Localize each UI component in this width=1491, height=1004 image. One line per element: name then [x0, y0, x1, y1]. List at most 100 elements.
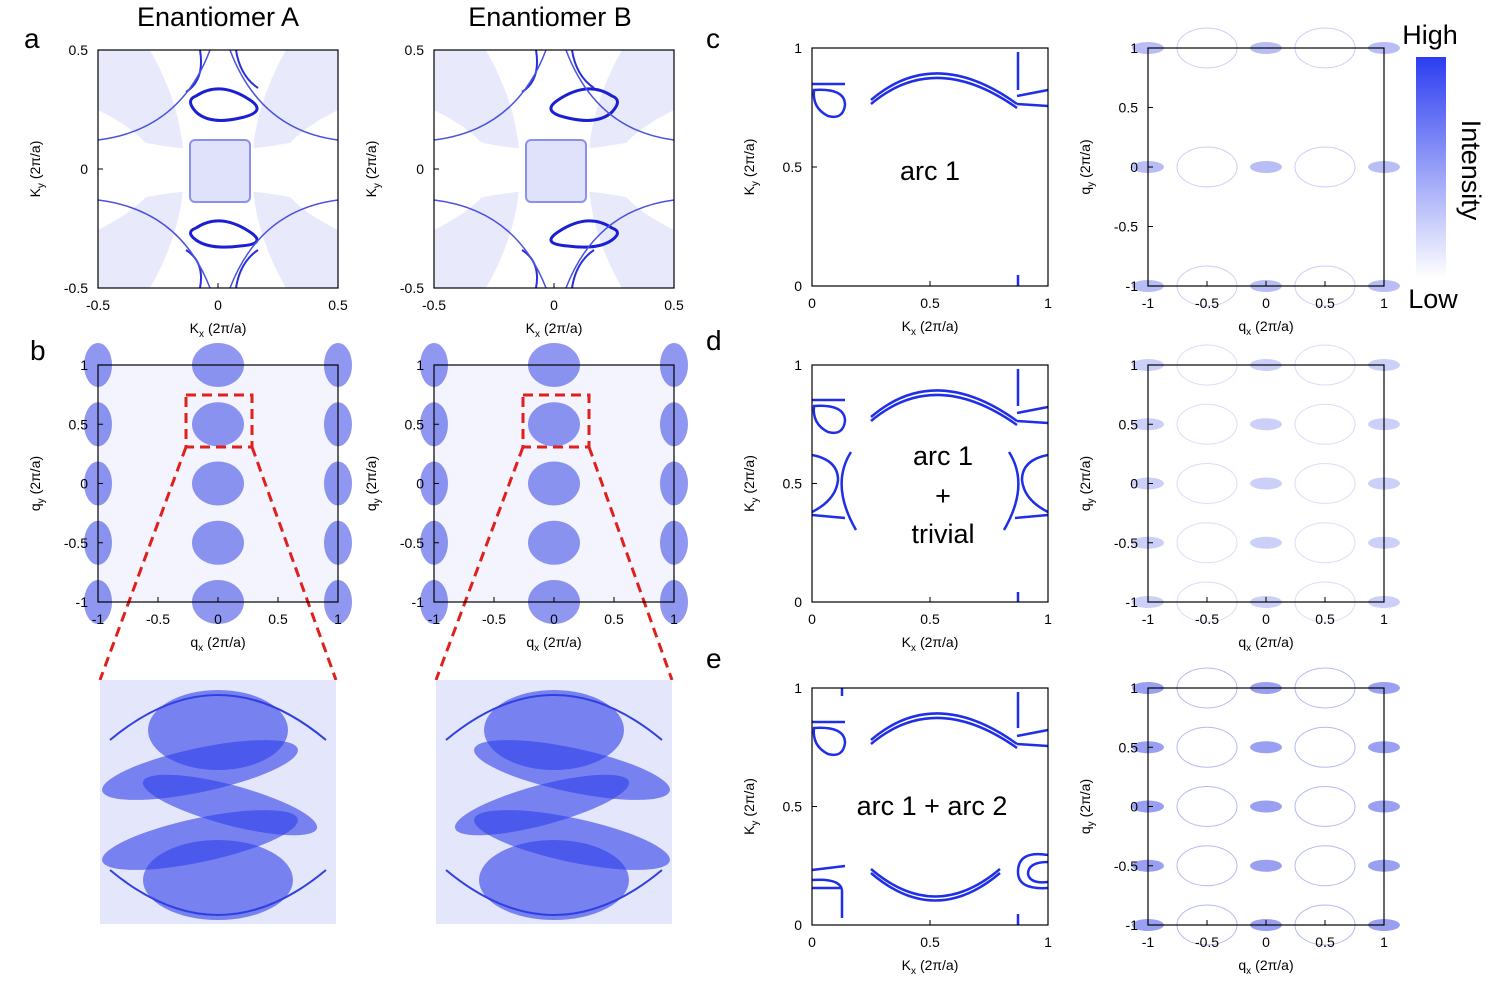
xlabel-sub: x [911, 327, 916, 338]
ylabel: qy (2π/a) [363, 456, 383, 511]
x-tick-label: -1 [1142, 295, 1155, 311]
xlabel: qx (2π/a) [1238, 957, 1293, 977]
ring [1294, 845, 1356, 887]
decoration [870, 712, 1049, 750]
qpi-map [84, 343, 688, 624]
decoration [521, 393, 591, 449]
x-tick-label: 0 [808, 295, 816, 311]
ylabel: Ky (2π/a) [741, 778, 761, 835]
annotation: trivial [911, 519, 974, 549]
xlabel-var: K [902, 318, 912, 334]
decoration [1016, 852, 1049, 890]
ylabel-var: K [741, 185, 757, 195]
decoration [189, 139, 251, 203]
ylabel-var: K [741, 825, 757, 835]
y-tick-label: -0.5 [400, 280, 424, 296]
x-tick-label: 0.5 [604, 611, 624, 627]
x-tick-label: 0.5 [328, 297, 348, 313]
xlabel-sub: x [198, 643, 203, 654]
decoration [812, 398, 847, 435]
blob [192, 402, 244, 447]
xlabel-sub: x [199, 329, 204, 340]
decoration [811, 864, 846, 918]
decoration [184, 393, 254, 449]
x-tick-label: 1 [670, 611, 678, 627]
ylabel-sub: y [750, 181, 761, 186]
xlabel-unit: (2π/a) [920, 634, 958, 650]
decoration [143, 840, 293, 920]
ylabel-sub: y [1086, 498, 1097, 503]
blob [192, 520, 244, 565]
ylabel-sub: y [1086, 821, 1097, 826]
decoration [479, 840, 629, 920]
x-tick-label: -1 [1142, 611, 1155, 627]
ylabel-unit: (2π/a) [363, 456, 379, 494]
y-tick-label: 0 [1130, 799, 1138, 815]
decoration [811, 451, 858, 531]
x-tick-label: -0.5 [146, 611, 170, 627]
decoration [189, 87, 259, 122]
ylabel: Ky (2π/a) [741, 139, 761, 196]
y-tick-label: 1 [794, 680, 802, 696]
ring [1294, 726, 1356, 768]
x-tick-label: 1 [1044, 295, 1052, 311]
ring [1176, 463, 1238, 504]
title: Enantiomer B [468, 2, 632, 32]
xlabel-unit: (2π/a) [920, 957, 958, 973]
spectral-map [434, 50, 674, 288]
xlabel-var: K [190, 320, 200, 336]
annotation: + [935, 481, 951, 511]
ring [1176, 146, 1238, 188]
y-tick-label: 0.5 [783, 476, 803, 492]
xlabel-unit: (2π/a) [1255, 318, 1293, 334]
xlabel: qx (2π/a) [1238, 634, 1293, 654]
blob [1250, 859, 1282, 872]
colorbar [1416, 57, 1446, 278]
x-tick-label: -0.5 [1195, 934, 1219, 950]
ylabel-var: q [27, 503, 43, 511]
ylabel-unit: (2π/a) [741, 139, 757, 177]
y-tick-label: 0 [416, 161, 424, 177]
blob [528, 402, 580, 447]
ylabel: Ky (2π/a) [363, 141, 383, 198]
x-tick-label: 0.5 [1315, 611, 1335, 627]
xlabel-var: K [902, 634, 912, 650]
y-tick-label: -0.5 [1114, 858, 1138, 874]
y-tick-label: 0.5 [783, 799, 803, 815]
y-tick-label: 1 [1130, 40, 1138, 56]
decoration [434, 50, 674, 288]
ylabel-unit: (2π/a) [741, 455, 757, 493]
xlabel-var: q [1238, 634, 1246, 650]
x-tick-label: -1 [1142, 934, 1155, 950]
y-tick-label: 0 [794, 278, 802, 294]
xlabel-var: q [190, 634, 198, 650]
x-tick-label: 0 [214, 611, 222, 627]
colorbar-low: Low [1408, 284, 1458, 314]
x-tick-label: -0.5 [1195, 295, 1219, 311]
xlabel-sub: x [1246, 966, 1251, 977]
xlabel-sub: x [1246, 643, 1251, 654]
y-tick-label: 0 [80, 161, 88, 177]
x-tick-label: -1 [92, 611, 105, 627]
decoration [102, 690, 318, 920]
x-tick-label: 0 [808, 934, 816, 950]
y-tick-label: -1 [1126, 278, 1139, 294]
y-tick-label: 0.5 [405, 42, 425, 58]
decoration [870, 72, 1049, 110]
xlabel-unit: (2π/a) [1255, 957, 1293, 973]
ring [1176, 726, 1238, 768]
blob [1250, 161, 1282, 173]
xlabel-var: q [526, 634, 534, 650]
annotation: arc 1 + arc 2 [857, 791, 1008, 821]
ylabel-var: q [1077, 187, 1093, 195]
blob [1250, 536, 1282, 549]
x-tick-label: 1 [1380, 611, 1388, 627]
zoom-marker [98, 393, 674, 681]
x-tick-label: -0.5 [86, 297, 110, 313]
x-tick-label: 0 [550, 611, 558, 627]
y-tick-label: 0 [794, 917, 802, 933]
ylabel-var: q [363, 503, 379, 511]
decoration [185, 50, 259, 288]
y-tick-label: -1 [76, 594, 89, 610]
blob [192, 461, 244, 506]
